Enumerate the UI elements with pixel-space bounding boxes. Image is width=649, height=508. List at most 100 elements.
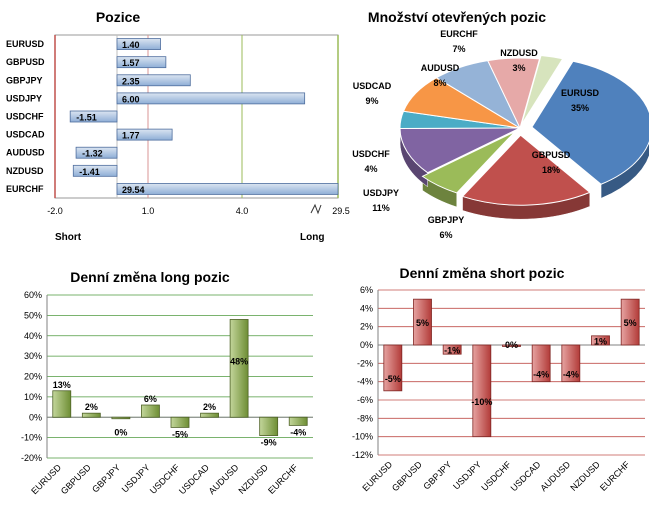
long-bar <box>111 416 131 420</box>
long-value-label: -9% <box>261 438 277 448</box>
long-category-label: USDJPY <box>120 462 152 494</box>
short-y-tick-label: 2% <box>360 322 373 332</box>
positions-category-label: EURCHF <box>6 184 44 194</box>
short-category-label: USDCAD <box>509 459 543 493</box>
pie-slice-label: EURCHF <box>440 29 478 39</box>
short-value-label: 5% <box>416 318 429 328</box>
positions-bar <box>116 38 161 50</box>
short-category-label: NZDUSD <box>568 459 602 493</box>
pie-slice <box>421 131 516 194</box>
short-value-label: -10% <box>471 397 492 407</box>
short-category-label: USDJPY <box>451 459 483 491</box>
short-value-label: -1% <box>444 346 460 356</box>
pie-slice-label: USDJPY <box>363 188 399 198</box>
positions-category-label: NZDUSD <box>6 166 44 176</box>
long-category-label: EURCHF <box>266 462 300 496</box>
pie-slice-percent: 7% <box>452 44 465 54</box>
pie-slice <box>461 134 591 206</box>
positions-value-label: 1.40 <box>122 40 140 50</box>
long-value-label: 2% <box>85 402 98 412</box>
long-y-tick-label: 50% <box>24 310 42 320</box>
long-category-label: USDCHF <box>148 462 182 496</box>
pie-slice-percent: 18% <box>542 165 560 175</box>
positions-value-label: -1.51 <box>76 113 97 123</box>
positions-bar <box>116 74 191 87</box>
pie-slice-label: USDCAD <box>353 81 392 91</box>
positions-bar <box>116 128 173 141</box>
pie-slice-percent: 3% <box>512 63 525 73</box>
pie-slice-percent: 11% <box>372 203 390 213</box>
positions-bar <box>72 164 118 177</box>
short-chart-title: Denní změna short pozic <box>400 265 565 281</box>
long-y-tick-label: -10% <box>21 433 42 443</box>
positions-value-label: 1.77 <box>122 131 140 141</box>
positions-value-label: 1.57 <box>122 58 140 68</box>
long-y-tick-label: 40% <box>24 331 42 341</box>
short-y-tick-label: -6% <box>357 395 373 405</box>
long-bar <box>81 412 101 418</box>
short-y-tick-label: 0% <box>360 340 373 350</box>
long-chart-title: Denní změna long pozic <box>70 269 230 285</box>
short-category-label: EURUSD <box>360 459 394 493</box>
short-value-label: 0% <box>505 340 518 350</box>
positions-chart-title: Pozice <box>96 9 141 25</box>
positions-bar <box>69 110 118 123</box>
short-category-label: USDCHF <box>479 459 513 493</box>
short-bar <box>561 344 581 383</box>
long-value-label: -5% <box>172 429 188 439</box>
long-bar <box>170 416 190 428</box>
positions-x-tick-label: 1.0 <box>142 206 155 216</box>
pie-slice-label: GBPUSD <box>532 150 571 160</box>
pie-slice-percent: 9% <box>365 96 378 106</box>
positions-axis-break <box>310 203 322 215</box>
positions-category-label: GBPUSD <box>6 57 45 67</box>
short-bar <box>620 298 640 346</box>
short-label: Short <box>55 232 82 243</box>
long-value-label: 6% <box>144 394 157 404</box>
positions-value-label: 6.00 <box>122 94 140 104</box>
short-category-label: EURCHF <box>598 459 632 493</box>
short-value-label: -5% <box>385 374 401 384</box>
short-y-tick-label: -12% <box>352 450 373 460</box>
positions-bar <box>75 146 118 159</box>
pie-slice-label: EURUSD <box>561 88 600 98</box>
pie-slice-label: USDCHF <box>352 149 390 159</box>
long-value-label: 13% <box>53 380 71 390</box>
long-y-tick-label: 10% <box>24 392 42 402</box>
pie-slice-percent: 8% <box>433 78 446 88</box>
short-category-label: GBPJPY <box>421 459 453 491</box>
positions-category-label: USDJPY <box>6 93 42 103</box>
long-y-tick-label: 20% <box>24 372 42 382</box>
positions-value-label: -1.32 <box>82 149 103 159</box>
short-y-tick-label: -10% <box>352 432 373 442</box>
long-bar <box>229 319 249 418</box>
short-value-label: 5% <box>624 318 637 328</box>
positions-x-tick-label: -2.0 <box>47 206 63 216</box>
short-bar <box>442 344 462 355</box>
pie-slice-percent: 35% <box>571 103 589 113</box>
long-category-label: EURUSD <box>29 462 63 496</box>
short-value-label: -4% <box>563 369 579 379</box>
long-category-label: GBPUSD <box>59 462 93 496</box>
short-bar <box>531 344 551 383</box>
long-value-label: -4% <box>290 427 306 437</box>
positions-chart: Pozice EURUSD 1.40 GBPUSD 1.57 GBPJPY 2.35 USD… <box>6 9 350 243</box>
positions-bar <box>116 92 306 105</box>
long-bar <box>141 404 160 418</box>
positions-x-tick-label: 29.5 <box>332 206 350 216</box>
long-bar <box>288 416 308 426</box>
short-y-tick-label: -8% <box>357 413 373 423</box>
short-change-chart: Denní změna short pozic -12% -10% -8% -6% -4… <box>352 265 645 493</box>
pie-slice <box>531 60 649 185</box>
short-value-label: -4% <box>533 369 549 379</box>
pie-chart-title: Množství otevřených pozic <box>368 9 546 25</box>
short-y-tick-label: -4% <box>357 377 373 387</box>
long-category-label: AUDUSD <box>207 462 241 496</box>
short-y-tick-label: -2% <box>357 358 373 368</box>
open-positions-pie-chart: Množství otevřených pozic EURUSD 35% GBPUS… <box>352 9 649 240</box>
positions-category-label: USDCAD <box>6 130 45 140</box>
long-y-tick-label: -20% <box>21 453 42 463</box>
long-bar <box>52 390 72 418</box>
long-change-chart: Denní změna long pozic -20% -10% 0% 10% 20% 3… <box>21 269 313 496</box>
